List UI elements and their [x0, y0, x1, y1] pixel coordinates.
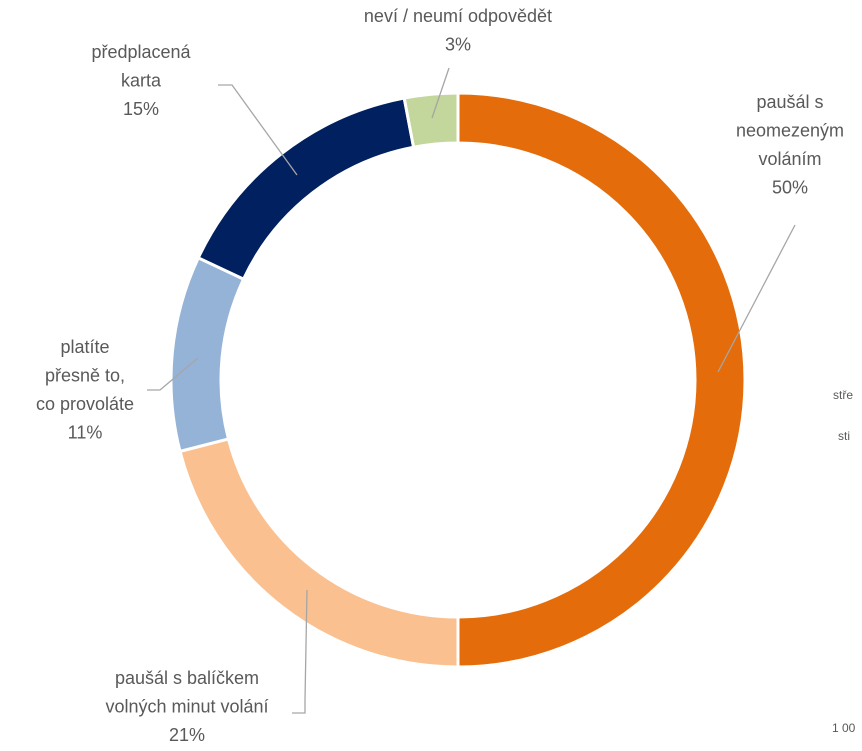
- donut-segment: [402, 91, 460, 149]
- annotation: stře: [833, 388, 853, 402]
- value-label: 50%: [772, 178, 808, 198]
- value-label: 3%: [445, 35, 471, 55]
- annotation: sti: [838, 429, 850, 443]
- donut-segment: [196, 96, 416, 282]
- category-label: platíte přesně to, co provoláte: [36, 337, 134, 414]
- category-label: neví / neumí odpovědět: [364, 6, 552, 26]
- leader-line: [717, 224, 796, 373]
- category-label: paušál s balíčkem volných minut volání: [105, 668, 268, 717]
- donut-segment: [178, 437, 460, 669]
- leader-line: [292, 589, 308, 714]
- value-label: 21%: [169, 725, 205, 745]
- leader-line: [147, 357, 199, 391]
- leader-line: [218, 84, 298, 176]
- donut-segment: [169, 255, 246, 454]
- annotation: 1 00: [832, 721, 856, 735]
- leader-line: [431, 67, 450, 119]
- value-label: 15%: [123, 99, 159, 119]
- category-label: paušál s neomezeným voláním: [736, 92, 844, 169]
- category-label: předplacená karta: [91, 42, 191, 91]
- value-label: 11%: [68, 423, 103, 443]
- donut-segment: [456, 91, 747, 669]
